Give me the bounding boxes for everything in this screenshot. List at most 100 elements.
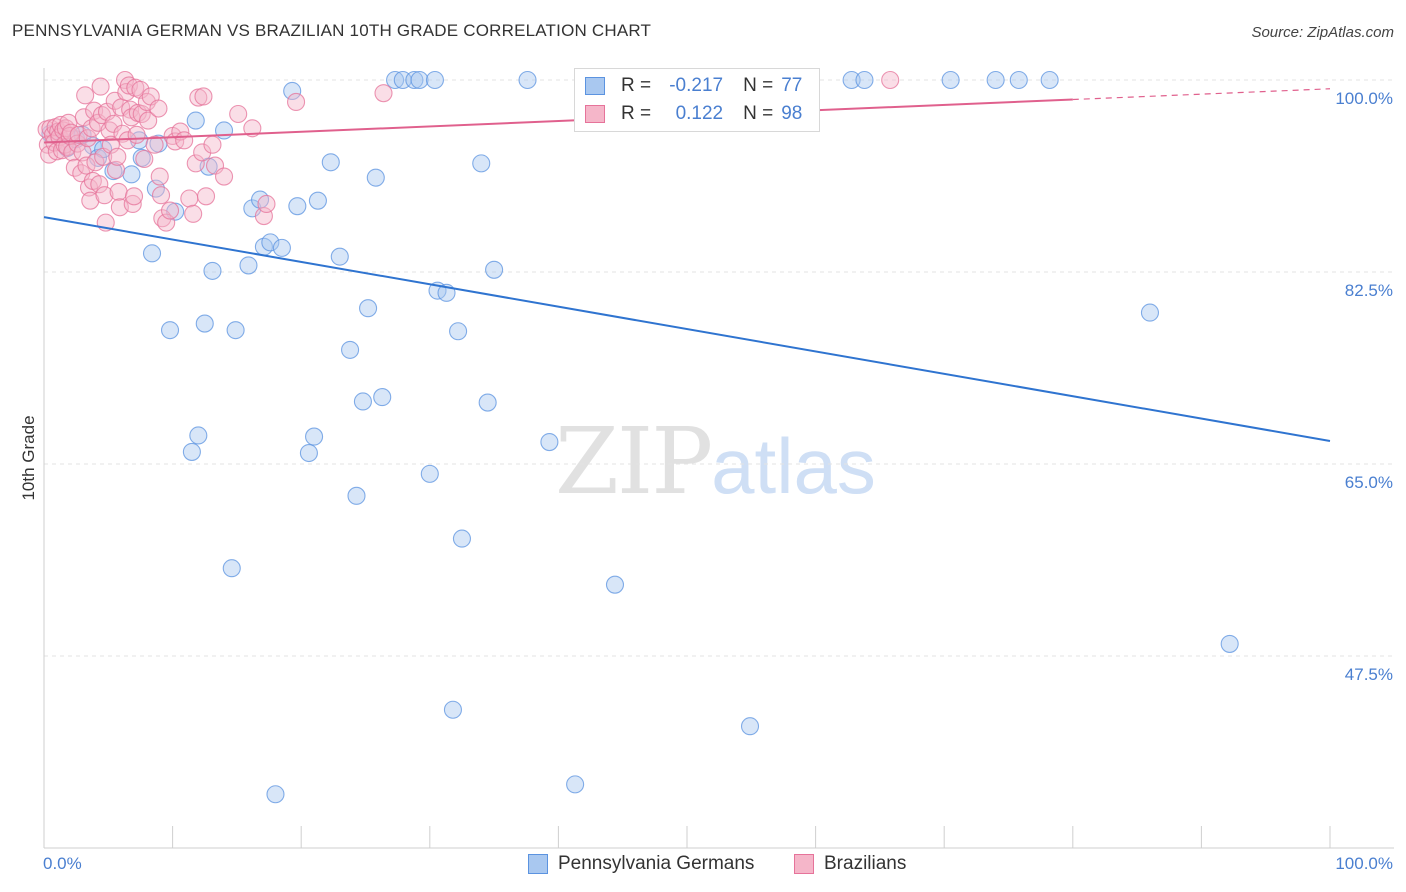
brazilian-point (95, 186, 114, 205)
pennsylvania-point (222, 559, 241, 578)
legend-item-pennsylvania-germans: Pennsylvania Germans (528, 852, 754, 876)
pennsylvania-point (941, 70, 960, 90)
brazilian-point (257, 194, 276, 214)
pennsylvania-point (986, 70, 1005, 90)
brazilian-point (374, 84, 393, 103)
pennsylvania-trend-line (43, 216, 1331, 442)
pennsylvania-point (283, 81, 302, 101)
brazilian-point (123, 194, 142, 214)
grid-lines (44, 79, 1394, 657)
brazilian-point (881, 70, 900, 90)
brazilian-point (108, 147, 127, 166)
brazilian-point (287, 92, 306, 111)
pennsylvania-point (182, 442, 201, 461)
pennsylvania-point (1220, 634, 1239, 653)
pennsylvania-point (330, 247, 349, 266)
pennsylvania-point (855, 70, 874, 90)
pennsylvania-point (341, 340, 360, 359)
y-tick-label: 82.5% (1345, 281, 1393, 300)
brazilian-point (91, 77, 110, 96)
pennsylvania-point (373, 388, 392, 407)
brazilian-point (157, 213, 176, 232)
legend-label: Brazilians (824, 853, 907, 874)
brazilian-trend-extension (1072, 88, 1331, 101)
pennsylvania-point (299, 443, 318, 463)
pennsylvania-point (142, 244, 162, 263)
brazilian-point (150, 167, 169, 186)
pennsylvania-point (359, 299, 378, 318)
brazilian-point (135, 149, 154, 169)
pennsylvania-point (1140, 303, 1160, 322)
legend-n-value: 98 (781, 103, 803, 124)
brazilian-point (229, 104, 248, 124)
series-legend: Pennsylvania Germans Brazilians (0, 852, 1406, 876)
legend-swatch-brazilians (794, 854, 814, 874)
brazilian-point (243, 119, 262, 138)
legend-n-label: N = (743, 103, 774, 124)
pennsylvania-point (485, 260, 504, 279)
brazilian-trend-line (43, 98, 1073, 144)
pennsylvania-point (122, 165, 141, 184)
pennsylvania-point (425, 70, 444, 90)
legend-r-label: R = (621, 103, 652, 124)
brazilian-point (175, 131, 194, 150)
legend-swatch-pennsylvania (528, 854, 548, 874)
brazilian-point (186, 154, 205, 173)
brazilian-point (151, 186, 171, 205)
y-tick-label: 65.0% (1345, 473, 1393, 492)
pennsylvania-point (1009, 70, 1028, 90)
pennsylvania-point (1040, 70, 1059, 90)
pennsylvania-point (842, 70, 861, 90)
source-label: Source: ZipAtlas.com (1251, 24, 1394, 41)
x-tick-label: 100.0% (1335, 854, 1393, 873)
legend-row-brazilians: R = 0.122 N = 98 (585, 102, 802, 126)
data-points (37, 70, 1239, 804)
brazilian-point (63, 143, 82, 162)
pennsylvania-point (195, 314, 214, 333)
brazilian-point (203, 135, 222, 154)
pennsylvania-point (410, 70, 429, 90)
y-tick-label: 100.0% (1335, 89, 1393, 108)
brazilian-point (194, 87, 213, 106)
legend-r-label: R = (621, 75, 652, 96)
pennsylvania-point (203, 261, 222, 280)
brazilian-point (180, 189, 199, 208)
pennsylvania-point (452, 529, 472, 548)
brazilian-point (90, 175, 109, 194)
pennsylvania-point (353, 392, 372, 411)
pennsylvania-point (266, 785, 285, 804)
pennsylvania-point (214, 121, 234, 140)
watermark-zip: ZIP (555, 408, 713, 515)
legend-n-value: 77 (781, 75, 803, 96)
legend-r-value: -0.217 (669, 75, 724, 96)
pennsylvania-point (226, 321, 245, 340)
legend-swatch-pennsylvania (585, 77, 605, 95)
legend-n-label: N = (743, 75, 774, 96)
axes (43, 68, 1394, 849)
brazilian-point (127, 125, 146, 144)
pennsylvania-point (261, 233, 280, 252)
watermark-atlas: atlas (711, 422, 876, 510)
pennsylvania-point (308, 191, 327, 210)
pennsylvania-point (405, 70, 424, 90)
pennsylvania-point (189, 426, 208, 445)
brazilian-point (139, 111, 158, 130)
brazilian-point (214, 167, 234, 186)
pennsylvania-point (472, 154, 491, 173)
x-tick-label: 0.0% (43, 854, 82, 873)
brazilian-point (109, 182, 128, 201)
pennsylvania-point (740, 717, 760, 736)
chart-title: PENNSYLVANIA GERMAN VS BRAZILIAN 10TH GR… (12, 21, 652, 40)
pennsylvania-point (478, 393, 497, 412)
pennsylvania-point (605, 575, 625, 594)
pennsylvania-point (288, 197, 307, 216)
brazilian-point (193, 143, 212, 162)
pennsylvania-point (305, 427, 324, 446)
legend-label: Pennsylvania Germans (558, 853, 755, 874)
pennsylvania-point (420, 464, 439, 483)
pennsylvania-point (321, 153, 340, 172)
axis-labels: 100.0% 82.5% 65.0% 47.5% 0.0% 100.0% 10th Grad… (19, 89, 1393, 873)
brazilian-point (149, 99, 168, 118)
pennsylvania-point (566, 775, 585, 794)
legend-r-value: 0.122 (675, 103, 724, 124)
